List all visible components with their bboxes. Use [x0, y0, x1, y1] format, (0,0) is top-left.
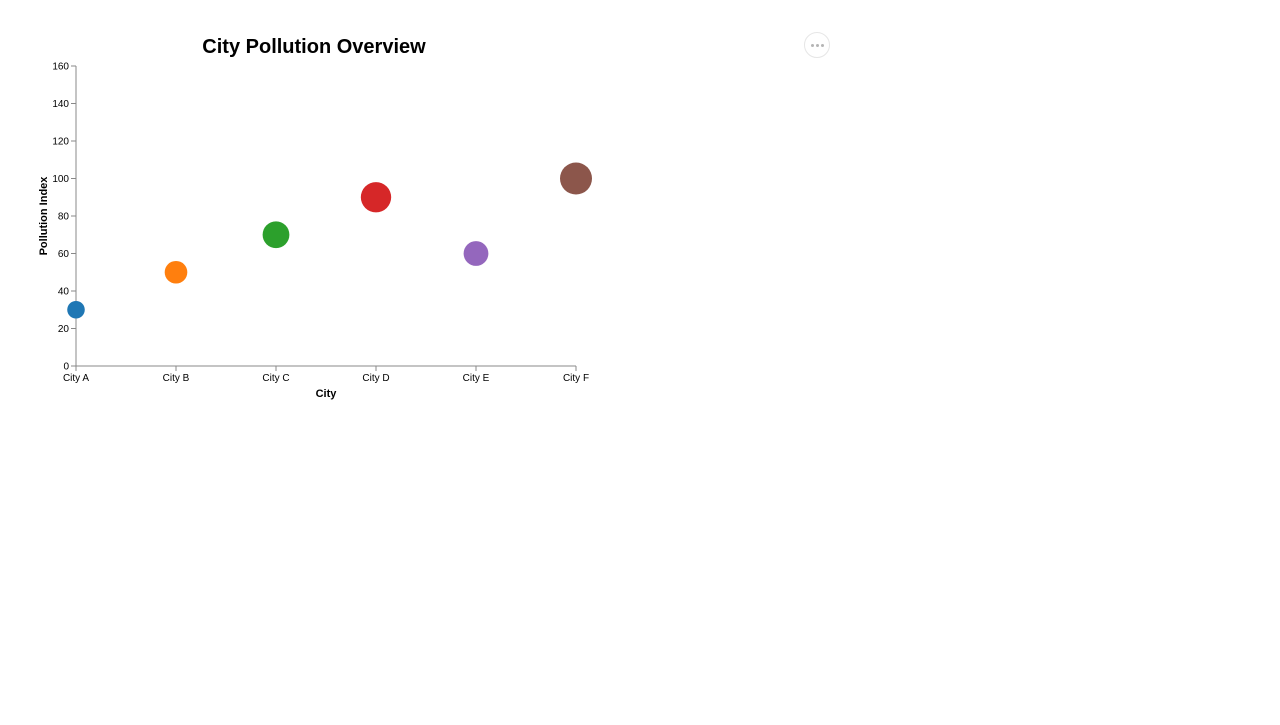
y-tick-label: 140	[52, 99, 69, 110]
y-tick-label: 160	[52, 62, 69, 73]
y-tick-label: 120	[52, 137, 69, 148]
y-axis-title: Pollution Index	[38, 176, 50, 256]
x-tick-label: City B	[163, 373, 190, 384]
data-point[interactable]	[463, 241, 489, 266]
more-horizontal-icon	[810, 43, 814, 47]
data-point[interactable]	[262, 221, 290, 249]
x-tick-label: City E	[463, 373, 490, 384]
data-point[interactable]	[360, 182, 392, 213]
x-axis-title: City	[316, 388, 338, 400]
data-point[interactable]	[560, 162, 592, 195]
more-horizontal-icon	[820, 43, 824, 47]
data-point[interactable]	[67, 300, 85, 319]
x-tick-label: City D	[362, 373, 389, 384]
x-tick-label: City A	[63, 373, 89, 384]
chart-title: City Pollution Overview	[202, 36, 426, 58]
x-axis: City A City B City C City D City E City F	[63, 365, 589, 384]
more-horizontal-icon	[815, 43, 819, 47]
data-points	[67, 162, 592, 319]
y-axis: 0 20 40 60 80 100 120 140 160	[52, 62, 77, 373]
data-point[interactable]	[164, 260, 188, 284]
x-tick-label: City C	[262, 373, 289, 384]
y-tick-label: 60	[58, 249, 70, 260]
y-tick-label: 20	[58, 324, 70, 335]
x-tick-label: City F	[563, 373, 589, 384]
y-tick-label: 0	[63, 362, 69, 373]
y-tick-label: 100	[52, 174, 69, 185]
y-tick-label: 80	[58, 212, 70, 223]
chart-actions-button[interactable]	[804, 32, 830, 58]
y-tick-label: 40	[58, 287, 70, 298]
